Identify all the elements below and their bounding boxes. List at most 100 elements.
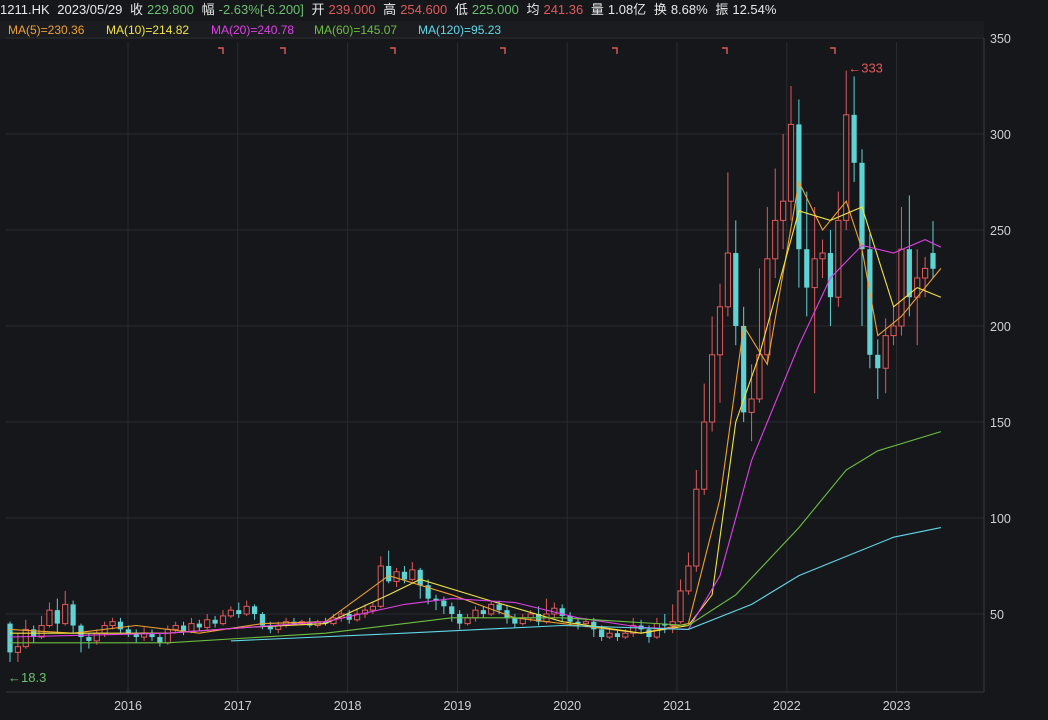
candle-body — [243, 605, 250, 615]
candle-body — [559, 608, 565, 616]
candle-body — [504, 610, 510, 618]
candle-body — [164, 628, 171, 644]
candle-body — [496, 604, 502, 611]
candle-body — [22, 628, 29, 648]
candle-body — [748, 398, 755, 413]
candle-body — [196, 623, 202, 628]
candle-body — [851, 114, 857, 163]
candle-body — [622, 632, 629, 638]
candle-body — [457, 614, 463, 624]
avg-value: 241.36 — [543, 2, 584, 17]
candle-body — [733, 253, 739, 326]
ma-line-ma20 — [9, 238, 942, 638]
candle-body — [606, 632, 613, 638]
ma5-legend: MA(5)=230.36 — [8, 23, 85, 37]
candle-body — [433, 598, 439, 601]
candle-body — [843, 114, 850, 221]
candle-body — [906, 249, 912, 298]
y-tick-label: 350 — [990, 32, 1011, 46]
candle-body — [219, 615, 227, 625]
ma-line-ma5 — [9, 180, 942, 634]
candle-body — [409, 569, 416, 580]
candle-body — [693, 488, 700, 567]
period-marker — [612, 47, 618, 54]
open-value: 239.000 — [328, 2, 376, 17]
candle-body — [125, 629, 131, 634]
candle-body — [236, 610, 242, 614]
period-marker — [500, 47, 506, 54]
y-tick-label: 250 — [990, 224, 1011, 238]
candle-body — [867, 249, 873, 355]
candle-body — [188, 623, 195, 632]
candle-body — [425, 585, 431, 599]
candle-body — [922, 267, 929, 279]
close-value: 229.800 — [146, 2, 194, 17]
candle-body — [882, 335, 889, 369]
avg-label: 均 — [526, 2, 540, 17]
amplitude-label: 振 — [715, 2, 729, 17]
candle-body — [741, 326, 747, 413]
volume-label: 量 — [590, 2, 604, 17]
candle-body — [819, 252, 826, 260]
candle-body — [780, 200, 787, 221]
period-marker — [280, 47, 286, 54]
candle-body — [599, 629, 605, 638]
candle-body — [78, 625, 84, 638]
open-label: 开 — [311, 2, 325, 17]
candle-body — [709, 354, 716, 423]
candle-body — [172, 625, 179, 630]
low-value: 225.000 — [471, 2, 519, 17]
candle-body — [614, 633, 621, 638]
candle-body — [227, 609, 234, 617]
candle-body — [787, 123, 795, 202]
candle-body — [86, 637, 92, 641]
candle-body — [764, 258, 771, 356]
candle-body — [930, 253, 936, 269]
y-tick-label: 50 — [990, 608, 1004, 622]
high-label: 高 — [383, 2, 397, 17]
ma-line-ma60 — [10, 431, 942, 644]
candle-body — [772, 219, 779, 260]
candle-body — [669, 621, 676, 627]
candle-body — [512, 617, 518, 624]
period-marker — [830, 47, 836, 54]
change-value: -2.63%[-6.200] — [218, 2, 304, 17]
x-tick-label: 2020 — [553, 699, 581, 713]
candle-body — [472, 609, 479, 619]
ma-legend: MA(5)=230.36 MA(10)=214.82 MA(20)=240.78… — [0, 21, 984, 39]
min-price-label: ←18.3 — [8, 670, 46, 685]
candle-body — [267, 625, 273, 630]
candle-body — [677, 590, 684, 623]
ma-line-ma120 — [230, 527, 942, 642]
candle-body — [835, 219, 842, 298]
candle-body — [14, 646, 21, 653]
candle-body — [417, 569, 423, 586]
ma60-legend: MA(60)=145.07 — [314, 23, 398, 37]
candle-body — [575, 621, 581, 624]
candle-body — [464, 617, 471, 625]
ma-line-ma10 — [10, 206, 942, 634]
candle-body — [393, 571, 400, 582]
candle-body — [307, 621, 313, 626]
quote-date: 2023/05/29 — [57, 2, 123, 17]
low-label: 低 — [454, 2, 468, 17]
period-marker — [390, 47, 396, 54]
candle-body — [449, 606, 455, 614]
candle-body — [386, 566, 392, 582]
x-tick-label: 2019 — [443, 699, 471, 713]
candle-body — [133, 633, 139, 638]
close-label: 收 — [129, 2, 143, 17]
x-tick-label: 2021 — [663, 699, 691, 713]
candle-body — [591, 621, 597, 630]
x-tick-label: 2022 — [773, 699, 801, 713]
candle-body — [251, 606, 258, 614]
x-tick-label: 2017 — [224, 699, 252, 713]
candle-body — [811, 258, 818, 289]
candle-body — [369, 605, 376, 611]
candle-body — [180, 625, 187, 632]
quote-header: 1211.HK 2023/05/29 收 229.800 幅 -2.63%[-6.2… — [0, 0, 1048, 20]
candle-body — [875, 354, 881, 369]
candle-body — [46, 609, 53, 627]
high-value: 254.600 — [400, 2, 448, 17]
